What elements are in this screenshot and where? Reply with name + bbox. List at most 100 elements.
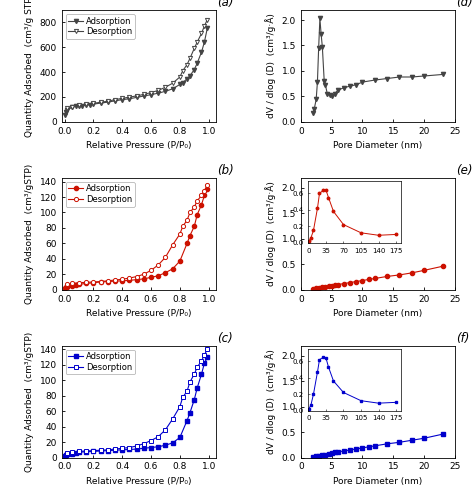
Desorption xyxy=(201,352,207,358)
Desorption xyxy=(98,278,103,284)
Desorption xyxy=(69,449,74,455)
Desorption xyxy=(180,395,186,400)
X-axis label: Relative Pressure (P/P₀): Relative Pressure (P/P₀) xyxy=(86,309,191,318)
Y-axis label: Quantity Adsorbed  (cm³/g STP): Quantity Adsorbed (cm³/g STP) xyxy=(25,0,34,137)
Desorption xyxy=(204,183,210,188)
Adsorption xyxy=(79,103,85,109)
Adsorption xyxy=(105,99,110,105)
Adsorption xyxy=(98,448,103,454)
X-axis label: Relative Pressure (P/P₀): Relative Pressure (P/P₀) xyxy=(86,477,191,486)
Adsorption xyxy=(134,446,139,452)
Desorption xyxy=(127,94,132,100)
Adsorption xyxy=(199,202,204,208)
Desorption xyxy=(83,101,89,107)
X-axis label: Pore Diameter (nm): Pore Diameter (nm) xyxy=(333,309,422,318)
Adsorption xyxy=(201,39,207,45)
Desorption xyxy=(141,92,146,97)
Adsorption xyxy=(177,434,182,440)
Desorption xyxy=(191,371,197,377)
Adsorption xyxy=(112,447,118,453)
Desorption xyxy=(148,437,154,443)
Adsorption xyxy=(194,212,200,218)
Adsorption xyxy=(98,100,103,106)
Y-axis label: Quantity Adsorbed  (cm³/gSTP): Quantity Adsorbed (cm³/gSTP) xyxy=(25,332,34,472)
Adsorption xyxy=(194,385,200,391)
Adsorption xyxy=(69,283,74,289)
Adsorption xyxy=(148,92,154,97)
Adsorption xyxy=(91,280,96,286)
Adsorption xyxy=(141,276,146,282)
Adsorption xyxy=(134,94,139,100)
Desorption xyxy=(199,31,204,36)
Adsorption xyxy=(204,186,210,192)
Desorption xyxy=(194,198,200,204)
Adsorption xyxy=(63,284,69,290)
Desorption xyxy=(91,448,96,454)
Desorption xyxy=(134,274,139,279)
Adsorption xyxy=(199,371,204,377)
Adsorption xyxy=(63,109,69,115)
Desorption xyxy=(184,217,190,223)
Adsorption xyxy=(201,361,207,367)
Adsorption xyxy=(163,442,168,448)
Adsorption xyxy=(76,281,82,287)
Desorption xyxy=(184,62,190,67)
Adsorption xyxy=(69,104,74,110)
Desorption xyxy=(170,80,175,86)
Desorption xyxy=(64,450,70,456)
Desorption xyxy=(177,74,182,80)
Text: (c): (c) xyxy=(218,332,233,344)
Desorption xyxy=(112,446,118,452)
Desorption xyxy=(76,448,82,454)
Desorption xyxy=(83,279,89,285)
Desorption xyxy=(127,275,132,281)
Y-axis label: dV / dlog (D)  (cm³/g·Å): dV / dlog (D) (cm³/g·Å) xyxy=(265,349,276,454)
Desorption xyxy=(98,447,103,453)
Adsorption xyxy=(199,49,204,55)
Adsorption xyxy=(155,90,161,96)
Adsorption xyxy=(76,103,82,109)
Adsorption xyxy=(76,449,82,455)
Desorption xyxy=(204,17,210,23)
Adsorption xyxy=(170,86,175,92)
Adsorption xyxy=(62,453,68,459)
Desorption xyxy=(69,104,74,110)
Desorption xyxy=(191,204,197,210)
Adsorption xyxy=(191,397,197,402)
Desorption xyxy=(64,281,70,287)
Text: (d): (d) xyxy=(456,0,474,9)
Adsorption xyxy=(127,447,132,453)
Desorption xyxy=(201,188,207,194)
Adsorption xyxy=(119,97,125,103)
Desorption xyxy=(112,97,118,103)
Adsorption xyxy=(177,258,182,264)
X-axis label: Pore Diameter (nm): Pore Diameter (nm) xyxy=(333,477,422,486)
Desorption xyxy=(119,445,125,451)
Desorption xyxy=(199,192,204,198)
Line: Adsorption: Adsorption xyxy=(63,27,210,117)
Adsorption xyxy=(119,447,125,453)
Desorption xyxy=(105,278,110,284)
Adsorption xyxy=(63,452,69,458)
Desorption xyxy=(127,445,132,451)
Adsorption xyxy=(62,112,67,118)
Legend: Adsorption, Desorption: Adsorption, Desorption xyxy=(66,14,135,39)
Adsorption xyxy=(194,61,200,66)
Y-axis label: dV / dlog (D)  (cm³/g·Å): dV / dlog (D) (cm³/g·Å) xyxy=(265,181,276,286)
Legend: Adsorption, Desorption: Adsorption, Desorption xyxy=(66,182,135,207)
Text: (a): (a) xyxy=(218,0,234,9)
Line: Adsorption: Adsorption xyxy=(63,355,210,458)
Adsorption xyxy=(62,285,68,291)
Adsorption xyxy=(204,354,210,360)
Adsorption xyxy=(187,410,193,416)
Adsorption xyxy=(105,448,110,454)
Adsorption xyxy=(64,107,70,113)
Adsorption xyxy=(201,192,207,198)
Desorption xyxy=(204,346,210,352)
Desorption xyxy=(184,388,190,394)
Adsorption xyxy=(155,444,161,450)
X-axis label: Relative Pressure (P/P₀): Relative Pressure (P/P₀) xyxy=(86,141,191,150)
Adsorption xyxy=(91,448,96,454)
Adsorption xyxy=(112,98,118,104)
Desorption xyxy=(201,23,207,29)
